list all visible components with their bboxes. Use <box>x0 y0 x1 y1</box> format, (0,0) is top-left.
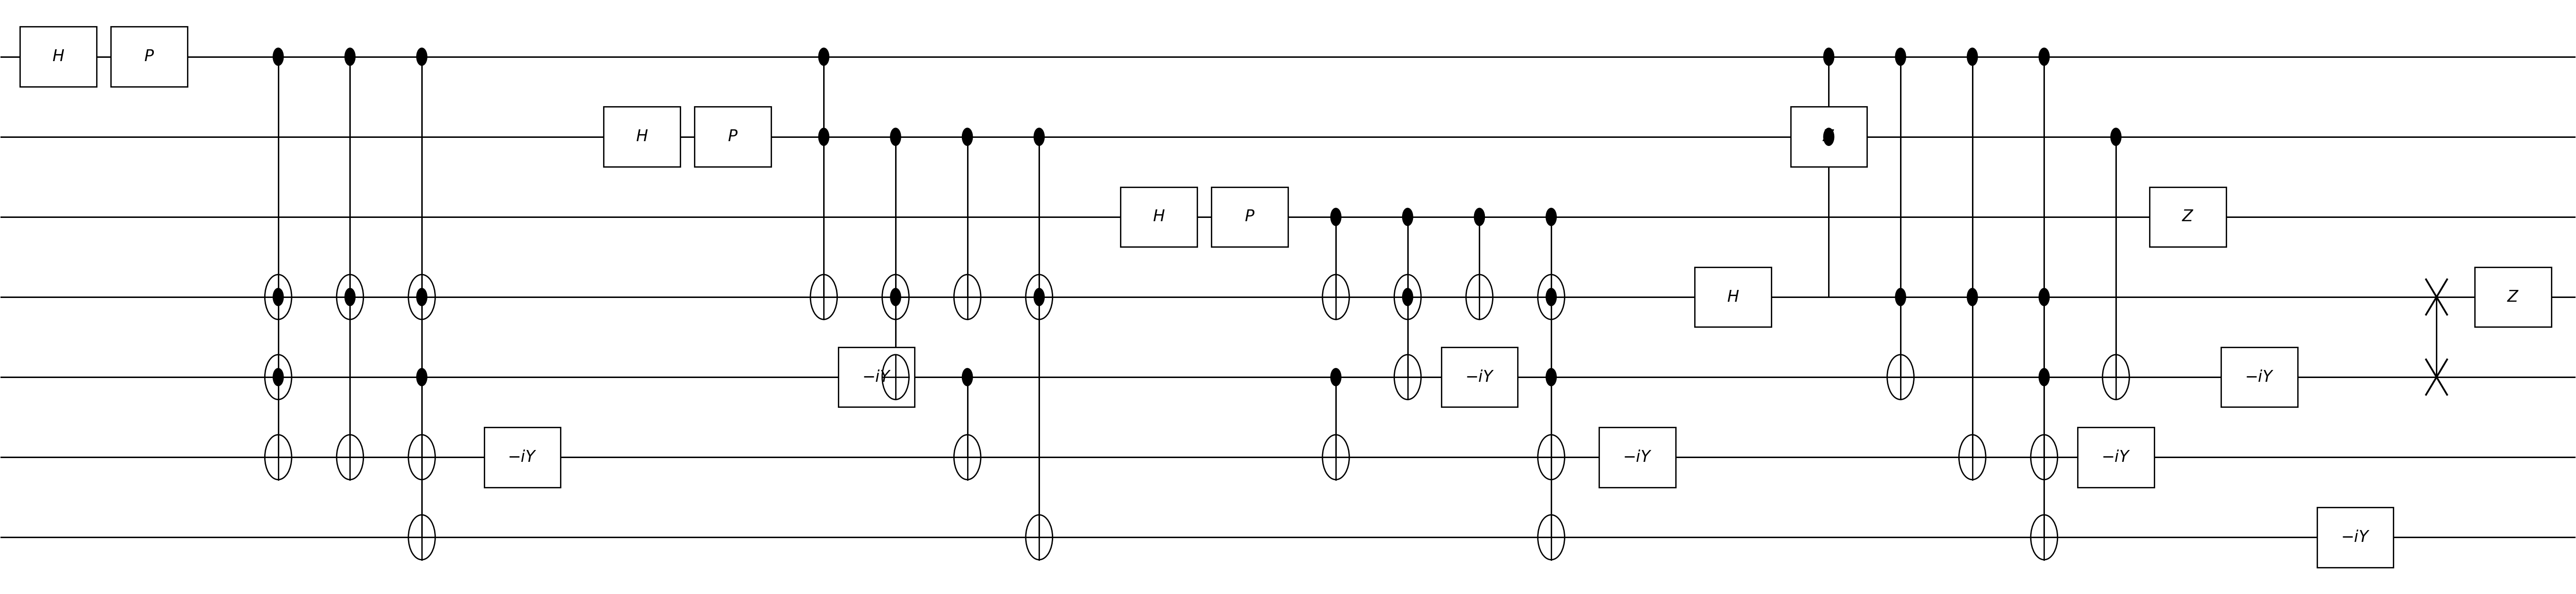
FancyBboxPatch shape <box>1121 187 1198 247</box>
Text: $H$: $H$ <box>1726 289 1739 305</box>
Circle shape <box>1968 48 1978 65</box>
Circle shape <box>1896 288 1906 306</box>
FancyBboxPatch shape <box>2079 427 2154 487</box>
FancyBboxPatch shape <box>1440 347 1517 407</box>
Text: $H$: $H$ <box>636 129 649 144</box>
Circle shape <box>273 48 283 65</box>
Circle shape <box>2038 288 2050 306</box>
FancyBboxPatch shape <box>603 107 680 167</box>
FancyBboxPatch shape <box>837 347 914 407</box>
FancyBboxPatch shape <box>1695 267 1772 327</box>
Circle shape <box>417 288 428 306</box>
FancyBboxPatch shape <box>1600 427 1674 487</box>
Text: $H$: $H$ <box>1151 209 1164 225</box>
Circle shape <box>891 288 902 306</box>
Text: $Z$: $Z$ <box>2182 209 2195 225</box>
Circle shape <box>2038 368 2050 386</box>
Text: $P$: $P$ <box>1244 209 1255 225</box>
Text: $-iY$: $-iY$ <box>863 369 891 385</box>
Circle shape <box>1896 48 1906 65</box>
Circle shape <box>1546 208 1556 226</box>
Circle shape <box>2110 128 2120 146</box>
Text: $Z$: $Z$ <box>1824 129 1834 144</box>
Text: $Z$: $Z$ <box>2506 289 2519 305</box>
Circle shape <box>1033 128 1043 146</box>
FancyBboxPatch shape <box>484 427 562 487</box>
Circle shape <box>819 48 829 65</box>
FancyBboxPatch shape <box>1790 107 1868 167</box>
Circle shape <box>1824 48 1834 65</box>
Circle shape <box>1033 288 1043 306</box>
Circle shape <box>1824 128 1834 146</box>
Circle shape <box>819 128 829 146</box>
Circle shape <box>961 368 974 386</box>
Circle shape <box>1401 208 1412 226</box>
Circle shape <box>961 128 974 146</box>
Circle shape <box>417 48 428 65</box>
FancyBboxPatch shape <box>1211 187 1288 247</box>
FancyBboxPatch shape <box>2316 507 2393 567</box>
Circle shape <box>891 128 902 146</box>
Circle shape <box>273 288 283 306</box>
Circle shape <box>2038 48 2050 65</box>
FancyBboxPatch shape <box>111 27 188 87</box>
FancyBboxPatch shape <box>2148 187 2226 247</box>
Text: $-iY$: $-iY$ <box>507 450 536 465</box>
Circle shape <box>1332 208 1342 226</box>
Text: $P$: $P$ <box>726 129 739 144</box>
FancyBboxPatch shape <box>2476 267 2550 327</box>
Circle shape <box>345 48 355 65</box>
Circle shape <box>345 288 355 306</box>
Text: $-iY$: $-iY$ <box>2102 450 2130 465</box>
Text: $-iY$: $-iY$ <box>1623 450 1651 465</box>
Circle shape <box>1401 288 1412 306</box>
FancyBboxPatch shape <box>2221 347 2298 407</box>
Circle shape <box>273 368 283 386</box>
Text: $-iY$: $-iY$ <box>2244 369 2275 385</box>
Circle shape <box>1546 288 1556 306</box>
Circle shape <box>1473 208 1484 226</box>
FancyBboxPatch shape <box>21 27 95 87</box>
Circle shape <box>1332 368 1342 386</box>
FancyBboxPatch shape <box>696 107 770 167</box>
Text: $H$: $H$ <box>52 49 64 65</box>
Text: $-iY$: $-iY$ <box>2342 529 2370 545</box>
Text: $-iY$: $-iY$ <box>1466 369 1494 385</box>
Text: $P$: $P$ <box>144 49 155 65</box>
Circle shape <box>417 368 428 386</box>
Circle shape <box>1546 368 1556 386</box>
Circle shape <box>1968 288 1978 306</box>
